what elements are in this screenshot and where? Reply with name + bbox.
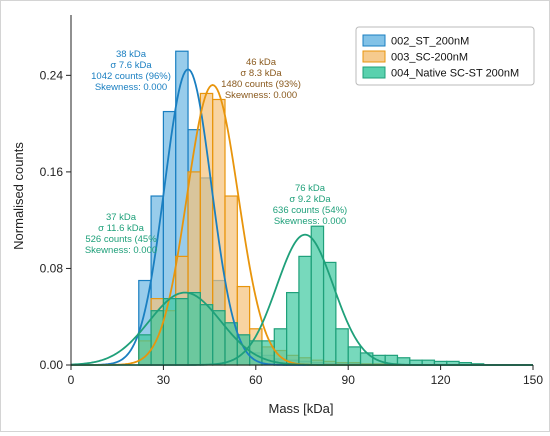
x-tick-label: 0 bbox=[68, 373, 75, 387]
annotation-line: 1480 counts (93%) bbox=[221, 79, 301, 90]
histogram-bar bbox=[347, 346, 362, 366]
x-tick-label: 30 bbox=[157, 373, 171, 387]
x-ticks: 0 30 60 90 120 150 bbox=[68, 365, 543, 387]
axes-layer bbox=[70, 15, 533, 366]
x-axis-label: Mass [kDa] bbox=[268, 401, 333, 416]
y-tick-label: 0.08 bbox=[40, 261, 64, 275]
y-axis-label: Normalised counts bbox=[11, 142, 26, 250]
annotation-line: σ 11.6 kDa bbox=[98, 223, 145, 234]
legend-swatch bbox=[362, 66, 386, 79]
legend-label: 004_Native SC-ST 200nM bbox=[391, 68, 519, 80]
legend: 002_ST_200nM 003_SC-200nM 004_Native SC-ST… bbox=[355, 26, 535, 86]
x-tick-label: 60 bbox=[249, 373, 263, 387]
annotation-line: 1042 counts (96%) bbox=[91, 71, 171, 82]
legend-box bbox=[355, 26, 535, 86]
histogram-bar bbox=[175, 298, 189, 366]
y-tick-label: 0.16 bbox=[40, 165, 64, 179]
legend-label: 003_SC-200nM bbox=[391, 52, 468, 64]
annotation-line: Skewness: 0.000 bbox=[95, 82, 167, 93]
annotation-line: 636 counts (54%) bbox=[273, 205, 347, 216]
bars-layer bbox=[138, 50, 485, 366]
histogram-bar bbox=[359, 352, 374, 366]
annotation-line: Skewness: 0.000 bbox=[85, 245, 157, 256]
histogram-bar bbox=[298, 255, 312, 366]
annotation-line: 76 kDa bbox=[295, 183, 326, 194]
histogram-bar bbox=[335, 328, 349, 366]
y-ticks: 0.00 0.08 0.16 0.24 bbox=[40, 68, 71, 372]
legend-label: 002_ST_200nM bbox=[391, 36, 469, 48]
annotation-line: Skewness: 0.000 bbox=[225, 90, 297, 101]
y-tick-label: 0.24 bbox=[40, 68, 64, 82]
annotation-line: σ 9.2 kDa bbox=[289, 194, 331, 205]
histogram-bar bbox=[187, 291, 201, 366]
x-tick-label: 120 bbox=[431, 373, 451, 387]
legend-swatch bbox=[362, 34, 386, 47]
y-tick-label: 0.00 bbox=[40, 358, 64, 372]
series-3-bars bbox=[138, 225, 485, 366]
annotation-line: 46 kDa bbox=[246, 57, 277, 68]
annotation-line: 526 counts (45% bbox=[85, 234, 157, 245]
annotation-line: Skewness: 0.000 bbox=[274, 216, 346, 227]
annotation-line: 37 kDa bbox=[106, 212, 137, 223]
histogram-bar bbox=[286, 291, 300, 366]
annotation-line: σ 8.3 kDa bbox=[240, 68, 282, 79]
annotation-line: 38 kDa bbox=[116, 49, 147, 60]
x-tick-label: 90 bbox=[342, 373, 356, 387]
histogram-bar bbox=[199, 304, 214, 366]
annotation-line: σ 7.6 kDa bbox=[110, 60, 152, 71]
x-tick-label: 150 bbox=[523, 373, 543, 387]
legend-swatch bbox=[362, 50, 386, 63]
histogram-bar bbox=[162, 298, 177, 366]
